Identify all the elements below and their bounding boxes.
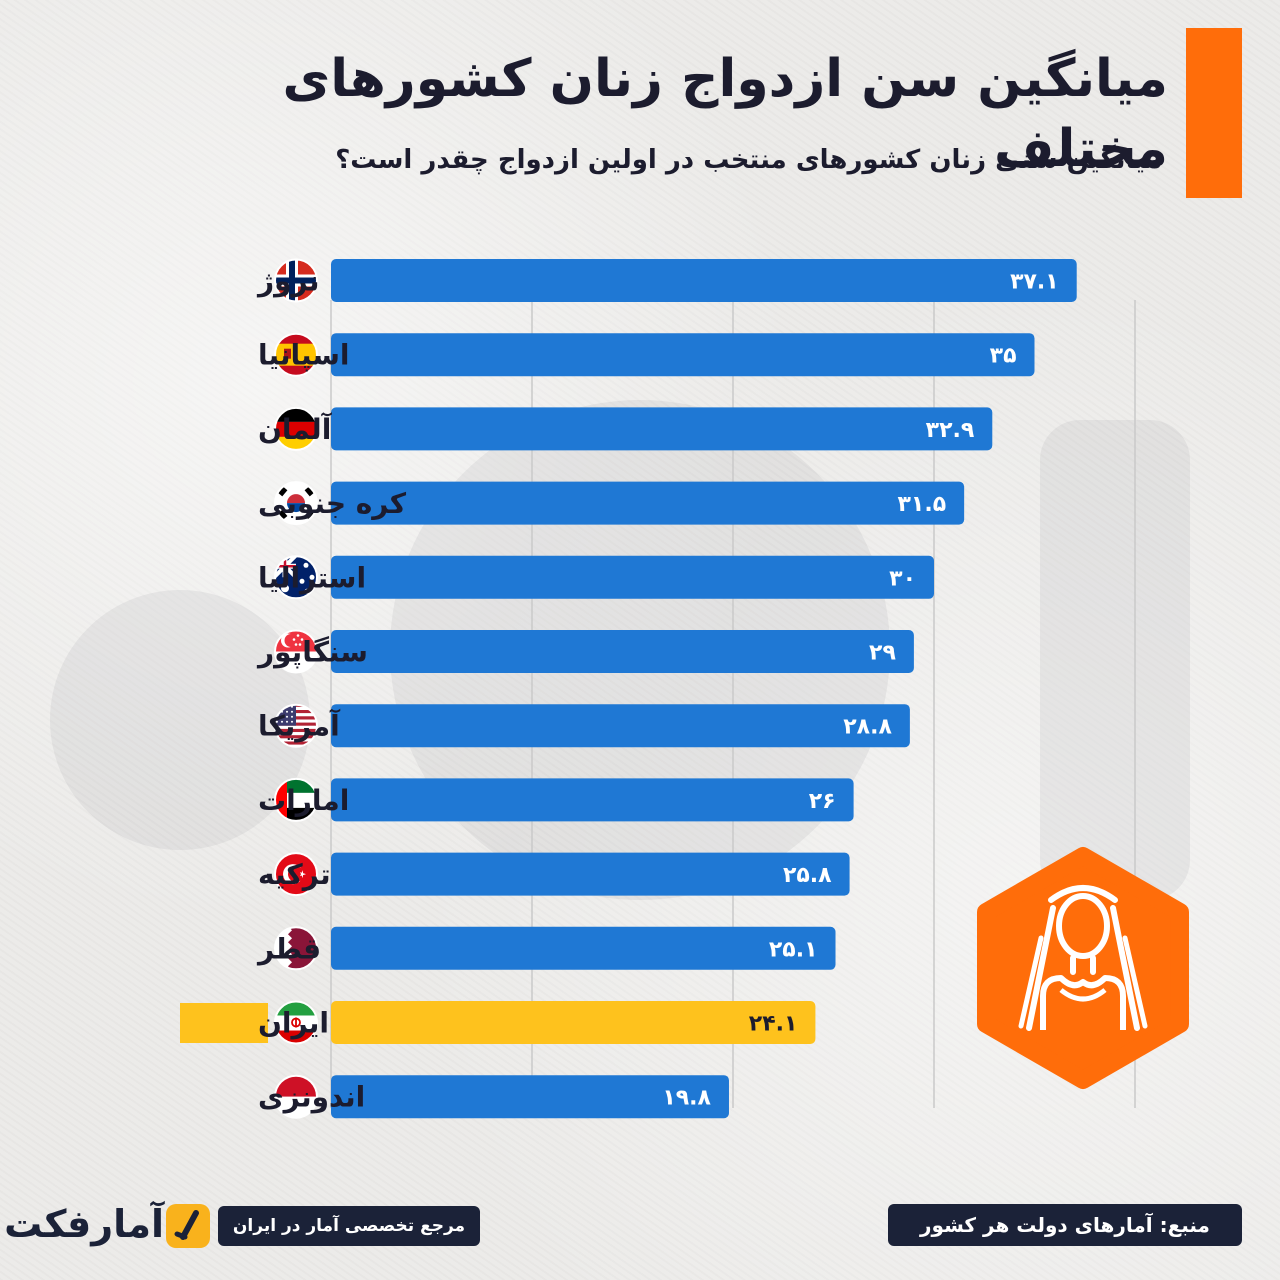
qatar-flag-icon bbox=[274, 926, 318, 971]
bar bbox=[331, 778, 854, 822]
category-label: استرالیا bbox=[258, 561, 366, 594]
bar bbox=[331, 481, 965, 525]
bar-value-label: ۲۸.۸ bbox=[843, 715, 892, 740]
bar bbox=[331, 259, 1077, 302]
bar-value-label: ۳۲.۹ bbox=[926, 418, 975, 443]
logo-wordmark: آمارفکت bbox=[4, 1202, 164, 1246]
page-subtitle: میانگین سنی زنان کشورهای منتخب در اولین … bbox=[335, 145, 1162, 175]
category-label: سنگاپور bbox=[256, 636, 368, 669]
watermark-shape bbox=[1040, 420, 1190, 900]
bar bbox=[331, 555, 934, 599]
amarfact-logo-icon bbox=[166, 1204, 210, 1248]
bar-value-label: ۲۶ bbox=[809, 789, 836, 814]
category-label: قطر bbox=[256, 932, 321, 965]
bar-value-label: ۳۰ bbox=[889, 566, 916, 591]
bar-value-label: ۲۵.۱ bbox=[769, 937, 818, 962]
uae-flag-icon bbox=[274, 777, 318, 822]
category-label: اسپانیا bbox=[258, 339, 350, 372]
bar bbox=[331, 852, 850, 896]
bar-value-label: ۲۴.۱ bbox=[749, 1012, 798, 1037]
bar bbox=[331, 1075, 729, 1119]
source-label: منبع: آمارهای دولت هر کشور bbox=[888, 1204, 1242, 1246]
category-label: آلمان bbox=[258, 412, 333, 446]
iran-flag-icon bbox=[274, 1000, 318, 1045]
accent-bar bbox=[1186, 28, 1242, 198]
page-title: میانگین سن ازدواج زنان کشورهای مختلف bbox=[282, 49, 1168, 179]
bar bbox=[331, 704, 910, 748]
category-label: امارات bbox=[258, 784, 349, 817]
category-label: آمریکا bbox=[258, 709, 341, 743]
tagline-label: مرجع تخصصی آمار در ایران bbox=[218, 1206, 480, 1246]
bar-value-label: ۳۱.۵ bbox=[898, 492, 947, 517]
bride-icon bbox=[977, 847, 1189, 1089]
singapore-flag-icon bbox=[274, 629, 318, 674]
category-label: ترکیه bbox=[258, 858, 331, 891]
bar-value-label: ۳۷.۱ bbox=[1010, 270, 1059, 295]
turkey-flag-icon bbox=[274, 852, 318, 897]
spain-flag-icon bbox=[274, 332, 318, 377]
bar bbox=[331, 1001, 816, 1044]
category-label: ایران bbox=[258, 1007, 329, 1040]
bar-value-label: ۲۹ bbox=[869, 641, 896, 666]
category-label: اندونزی bbox=[258, 1081, 365, 1114]
norway-flag-icon bbox=[274, 258, 318, 303]
germany-flag-icon bbox=[274, 406, 318, 451]
bar bbox=[331, 926, 836, 970]
bar-value-label: ۱۹.۸ bbox=[662, 1086, 711, 1111]
category-label: نروژ bbox=[256, 265, 319, 298]
bar bbox=[331, 630, 914, 673]
watermark-shape bbox=[50, 590, 310, 850]
highlight-label-background bbox=[180, 1003, 268, 1043]
bar bbox=[331, 333, 1035, 377]
bar-value-label: ۳۵ bbox=[990, 344, 1017, 369]
indonesia-flag-icon bbox=[274, 1074, 318, 1119]
category-label: کره جنوبی bbox=[258, 487, 407, 520]
bar bbox=[331, 407, 993, 451]
bar-value-label: ۲۵.۸ bbox=[783, 863, 832, 888]
